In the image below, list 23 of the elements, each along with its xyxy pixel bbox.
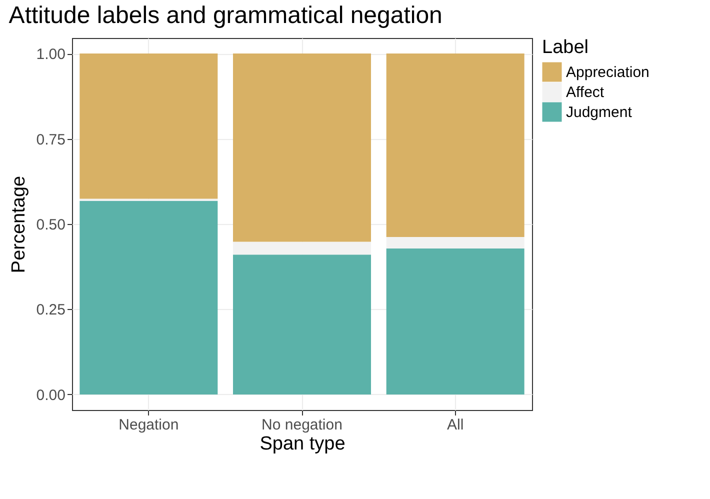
bar (386, 248, 524, 394)
x-axis-title: Span type (260, 434, 346, 454)
legend-title: Label (542, 37, 588, 58)
y-tick-label: 1.00 (36, 46, 66, 64)
legend-label: Affect (566, 84, 605, 101)
x-tick-label: All (446, 416, 464, 434)
y-tick-label: 0.75 (36, 131, 66, 148)
bar (233, 242, 371, 255)
y-tick-label: 0.25 (36, 302, 66, 319)
bar (386, 236, 524, 249)
chart-title: Attitude labels and grammatical negation (8, 2, 442, 29)
legend-label: Judgment (566, 104, 633, 121)
legend-label: Appreciation (566, 64, 650, 81)
bar (80, 200, 218, 394)
bar (233, 54, 371, 242)
bar (233, 254, 371, 394)
x-tick-label: No negation (262, 416, 342, 434)
bar (386, 54, 524, 237)
y-axis-title: Percentage (8, 176, 30, 274)
x-tick-label: Negation (118, 416, 179, 434)
y-tick-label: 0.50 (36, 216, 66, 234)
y-tick-label: 0.00 (36, 386, 66, 404)
bar (80, 54, 218, 199)
